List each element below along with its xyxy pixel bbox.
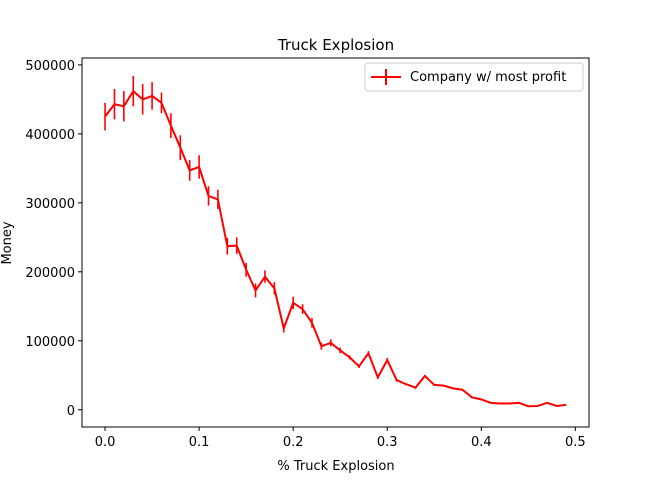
x-tick-label: 0.2	[283, 435, 304, 450]
chart-title: Truck Explosion	[277, 36, 394, 54]
y-axis: 0 100000 200000 300000 400000 500000	[25, 59, 82, 419]
legend: Company w/ most profit	[364, 62, 584, 92]
x-axis: 0.0 0.1 0.2 0.3 0.4 0.5	[95, 427, 586, 450]
axes-frame	[81, 57, 590, 428]
y-tick-label: 300000	[25, 197, 75, 212]
x-tick-label: 0.1	[189, 435, 210, 450]
y-tick-label: 400000	[25, 128, 75, 143]
x-tick-label: 0.4	[471, 435, 492, 450]
y-tick-label: 500000	[25, 59, 75, 74]
plot-area	[104, 75, 567, 408]
y-tick-label: 0	[67, 404, 75, 419]
series-line	[104, 90, 567, 408]
x-tick-label: 0.3	[377, 435, 398, 450]
x-tick-label: 0.0	[95, 435, 116, 450]
y-tick-label: 100000	[25, 335, 75, 350]
y-axis-label: Money	[0, 221, 15, 264]
x-tick-label: 0.5	[565, 435, 586, 450]
legend-label: Company w/ most profit	[410, 70, 566, 85]
legend-box	[364, 62, 584, 92]
y-tick-label: 200000	[25, 266, 75, 281]
x-axis-label: % Truck Explosion	[277, 459, 394, 474]
